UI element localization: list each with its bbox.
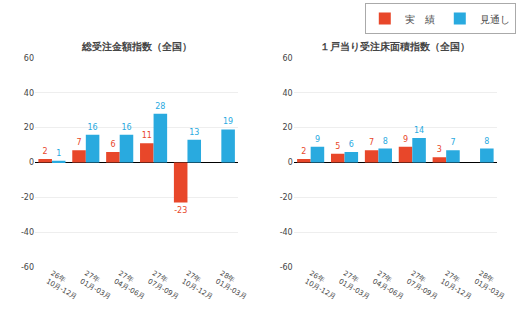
svg-text:26年10月-12月: 26年10月-12月 [45, 269, 83, 301]
svg-text:総受注金額指数（全国）: 総受注金額指数（全国） [81, 41, 192, 52]
svg-text:20: 20 [24, 123, 34, 132]
svg-text:-20: -20 [280, 193, 293, 202]
svg-text:-40: -40 [21, 228, 34, 237]
svg-text:１戸当り受注床面積指数（全国）: １戸当り受注床面積指数（全国） [320, 41, 470, 52]
svg-text:27年04月-06月: 27年04月-06月 [371, 269, 409, 301]
svg-text:5: 5 [335, 142, 340, 151]
svg-text:28年01月-03月: 28年01月-03月 [214, 269, 252, 301]
svg-text:2: 2 [43, 147, 48, 156]
svg-text:7: 7 [76, 138, 81, 147]
svg-text:27年10月-12月: 27年10月-12月 [439, 269, 477, 301]
svg-text:6: 6 [110, 140, 115, 149]
svg-text:27年07月-09月: 27年07月-09月 [146, 269, 184, 301]
svg-text:実 績: 実 績 [405, 14, 435, 25]
svg-text:27年04月-06月: 27年04月-06月 [112, 269, 150, 301]
svg-text:28: 28 [155, 102, 165, 111]
svg-text:19: 19 [223, 117, 233, 126]
svg-text:13: 13 [189, 128, 199, 137]
svg-text:27年01月-03月: 27年01月-03月 [337, 269, 375, 301]
svg-text:-60: -60 [21, 263, 34, 272]
svg-text:26年10月-12月: 26年10月-12月 [303, 269, 341, 301]
svg-text:9: 9 [315, 135, 320, 144]
svg-text:40: 40 [283, 89, 293, 98]
svg-text:27年01月-03月: 27年01月-03月 [79, 269, 117, 301]
svg-text:20: 20 [283, 123, 293, 132]
svg-text:0: 0 [29, 158, 34, 167]
svg-text:16: 16 [121, 123, 131, 132]
svg-text:27年10月-12月: 27年10月-12月 [180, 269, 218, 301]
svg-text:7: 7 [450, 138, 455, 147]
svg-text:8: 8 [484, 137, 489, 146]
svg-text:60: 60 [283, 54, 293, 63]
svg-text:14: 14 [414, 126, 424, 135]
svg-text:8: 8 [383, 137, 388, 146]
svg-text:-23: -23 [174, 206, 187, 215]
svg-text:7: 7 [369, 138, 374, 147]
svg-text:-20: -20 [21, 193, 34, 202]
svg-text:28年01月-03月: 28年01月-03月 [473, 269, 511, 301]
svg-text:2: 2 [301, 147, 306, 156]
svg-text:1: 1 [56, 149, 61, 158]
svg-text:見通し: 見通し [480, 14, 510, 25]
svg-text:11: 11 [142, 131, 152, 140]
svg-text:0: 0 [288, 158, 293, 167]
svg-text:-40: -40 [280, 228, 293, 237]
svg-text:16: 16 [88, 123, 98, 132]
svg-text:-60: -60 [280, 263, 293, 272]
svg-text:9: 9 [403, 135, 408, 144]
svg-text:60: 60 [24, 54, 34, 63]
svg-text:3: 3 [437, 145, 442, 154]
svg-text:6: 6 [349, 140, 354, 149]
svg-text:40: 40 [24, 89, 34, 98]
svg-text:27年07月-09月: 27年07月-09月 [405, 269, 443, 301]
